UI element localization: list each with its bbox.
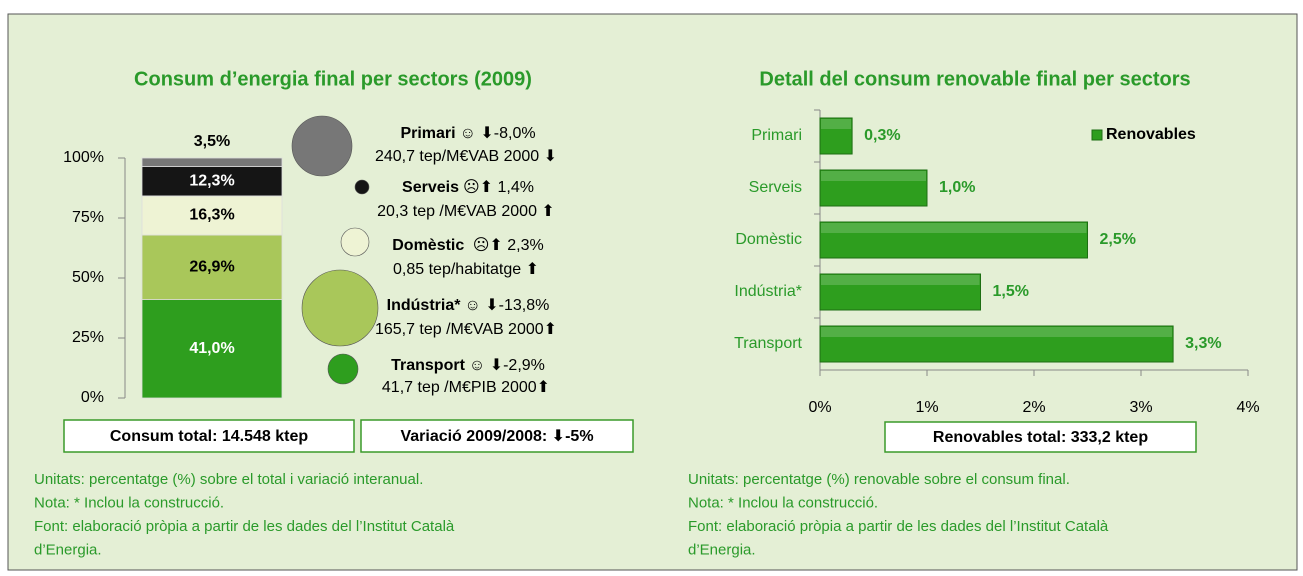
value-label: 0,3% <box>864 127 900 144</box>
sector-name: Transport <box>391 357 465 374</box>
total-box-label: Consum total: 14.548 ktep <box>110 428 309 445</box>
sector-detail: 20,3 tep /M€VAB 2000 ⬆ <box>377 203 555 220</box>
value-label: 41,0% <box>189 340 234 357</box>
footnote: Nota: * Inclou la construcció. <box>688 494 878 511</box>
chart-title: Consum d’energia final per sectors (2009… <box>134 68 532 90</box>
y-tick-label: 50% <box>72 269 104 286</box>
sector-annotation: Serveis ☹⬆ 1,4% <box>402 179 534 196</box>
bubble <box>327 353 359 385</box>
value-label: 1,5% <box>993 283 1029 300</box>
sector-name: Serveis <box>402 179 459 196</box>
bar <box>819 117 853 155</box>
x-tick-label: 0% <box>808 399 831 416</box>
total-box-label: Renovables total: 333,2 ktep <box>933 429 1148 446</box>
value-label: 16,3% <box>189 207 234 224</box>
total-box <box>360 419 634 453</box>
bar-segment <box>141 165 283 197</box>
bubble <box>354 179 370 195</box>
bar-sheen <box>821 275 980 285</box>
y-tick-label: Domèstic <box>735 231 802 248</box>
bar <box>819 169 928 207</box>
value-label: 12,3% <box>189 172 234 189</box>
bubble <box>301 269 379 347</box>
sector-name: Primari <box>400 125 455 142</box>
sector-name: Domèstic <box>392 237 464 254</box>
sector-change: ☹⬆ 1,4% <box>463 179 534 196</box>
y-tick-label: Serveis <box>749 179 802 196</box>
sector-change: ☺ ⬇-8,0% <box>460 125 536 142</box>
bar-sheen <box>821 119 852 129</box>
bubble <box>291 115 353 177</box>
y-tick-label: Transport <box>734 335 802 352</box>
footnote: Unitats: percentatge (%) renovable sobre… <box>688 471 1070 488</box>
sector-annotation: Domèstic ☹⬆ 2,3% <box>392 237 543 254</box>
sector-detail: 0,85 tep/habitatge ⬆ <box>393 261 539 278</box>
sector-detail: 240,7 tep/M€VAB 2000 ⬇ <box>375 148 557 165</box>
legend-swatch <box>1091 129 1103 141</box>
y-tick-label: Indústria* <box>734 283 802 300</box>
total-box <box>884 421 1197 453</box>
bar-sheen <box>821 327 1173 337</box>
y-tick-label: 100% <box>63 149 104 166</box>
bar-segment <box>141 299 283 399</box>
y-tick-label: 25% <box>72 329 104 346</box>
value-label: 3,3% <box>1185 335 1221 352</box>
sector-detail: 41,7 tep /M€PIB 2000⬆ <box>382 379 550 396</box>
bar-sheen <box>821 223 1087 233</box>
sector-change: ☺ ⬇-2,9% <box>469 357 545 374</box>
bar <box>819 221 1088 259</box>
bar-sheen <box>821 171 926 181</box>
bar <box>819 273 981 311</box>
y-tick-label: Primari <box>751 127 802 144</box>
footnote: Unitats: percentatge (%) sobre el total … <box>34 471 423 488</box>
sector-name: Indústria* <box>387 297 462 314</box>
sector-annotation: Transport ☺ ⬇-2,9% <box>391 357 545 374</box>
footnote: d’Energia. <box>688 541 756 558</box>
bubble <box>340 227 370 257</box>
sector-detail: 165,7 tep /M€VAB 2000⬆ <box>375 321 557 338</box>
value-label: 2,5% <box>1100 231 1136 248</box>
y-tick-label: 0% <box>81 389 104 406</box>
sector-annotation: Primari ☺ ⬇-8,0% <box>400 125 535 142</box>
bar-segment <box>141 157 283 167</box>
x-tick-label: 1% <box>915 399 938 416</box>
value-label: 3,5% <box>194 133 230 150</box>
x-tick-label: 2% <box>1022 399 1045 416</box>
footnote: Font: elaboració pròpia a partir de les … <box>688 518 1109 535</box>
footnote: Font: elaboració pròpia a partir de les … <box>34 518 455 535</box>
footnote: Nota: * Inclou la construcció. <box>34 494 224 511</box>
legend-label: Renovables <box>1106 126 1196 143</box>
x-tick-label: 3% <box>1129 399 1152 416</box>
sector-annotation: Indústria* ☺ ⬇-13,8% <box>387 297 550 314</box>
value-label: 26,9% <box>189 259 234 276</box>
y-tick-label: 75% <box>72 209 104 226</box>
total-box <box>63 419 355 453</box>
value-label: 1,0% <box>939 179 975 196</box>
chart-title: Detall del consum renovable final per se… <box>759 68 1190 90</box>
sector-change: ☺ ⬇-13,8% <box>464 297 549 314</box>
total-box-label: Variació 2009/2008: ⬇-5% <box>400 428 593 445</box>
sector-change: ☹⬆ 2,3% <box>468 237 543 254</box>
footnote: d’Energia. <box>34 541 102 558</box>
bar-segment <box>141 234 283 300</box>
bar <box>819 325 1174 363</box>
x-tick-label: 4% <box>1236 399 1259 416</box>
